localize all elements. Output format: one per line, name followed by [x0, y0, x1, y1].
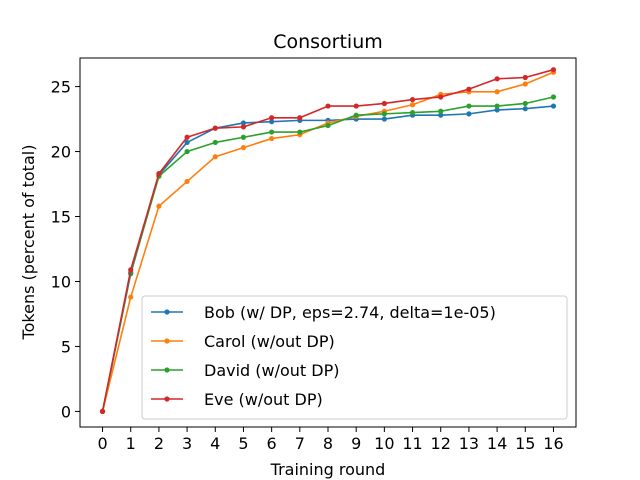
x-tick-label: 11	[402, 434, 422, 453]
data-point-bob	[184, 139, 190, 146]
data-point-david	[381, 111, 387, 117]
x-tick-label: 0	[97, 434, 107, 453]
data-point-david	[494, 103, 500, 109]
data-point-eve	[184, 134, 190, 140]
data-point-bob	[466, 111, 472, 117]
data-point-david	[522, 100, 528, 107]
data-point-carol	[269, 135, 275, 142]
legend-marker-carol	[164, 338, 170, 344]
data-point-eve	[381, 100, 387, 107]
data-point-eve	[269, 115, 275, 121]
legend-marker-eve	[164, 396, 170, 402]
x-axis-label: Training round	[270, 460, 386, 479]
data-point-david	[184, 148, 190, 155]
x-tick-label: 13	[459, 434, 479, 453]
data-point-david	[409, 109, 416, 116]
data-point-eve	[297, 115, 303, 121]
legend-label-carol: Carol (w/out DP)	[204, 332, 335, 351]
data-point-eve	[438, 94, 444, 100]
data-point-bob	[550, 103, 557, 109]
y-tick-label: 0	[61, 402, 71, 421]
data-point-eve	[494, 76, 500, 82]
data-point-bob	[240, 120, 247, 126]
data-point-carol	[522, 81, 528, 87]
data-point-carol	[128, 294, 134, 300]
x-tick-label: 2	[154, 434, 164, 453]
data-point-carol	[156, 203, 162, 209]
y-tick-label: 20	[51, 143, 71, 162]
data-point-eve	[409, 96, 416, 103]
x-tick-label: 3	[182, 434, 192, 453]
data-point-eve	[156, 171, 162, 177]
legend-marker-bob	[164, 309, 170, 315]
x-tick-label: 1	[126, 434, 136, 453]
data-point-eve	[466, 86, 472, 92]
x-tick-label: 8	[323, 434, 333, 453]
data-point-david	[240, 134, 247, 140]
data-point-david	[550, 94, 557, 100]
legend-label-eve: Eve (w/out DP)	[204, 390, 323, 409]
data-point-eve	[550, 67, 557, 73]
data-point-eve	[240, 124, 247, 130]
data-point-david	[212, 139, 218, 146]
data-point-david	[297, 129, 303, 135]
data-point-david	[438, 108, 444, 114]
legend-label-bob: Bob (w/ DP, eps=2.74, delta=1e-05)	[204, 303, 496, 322]
data-point-eve	[99, 408, 106, 415]
data-point-david	[353, 112, 359, 118]
legend-box	[141, 295, 568, 420]
x-tick-label: 14	[487, 434, 507, 453]
x-tick-label: 7	[295, 434, 305, 453]
data-point-carol	[240, 145, 247, 151]
data-point-david	[325, 122, 331, 129]
x-tick-label: 4	[210, 434, 220, 453]
x-tick-label: 9	[351, 434, 361, 453]
x-tick-label: 15	[515, 434, 535, 453]
x-tick-label: 16	[543, 434, 563, 453]
data-point-eve	[353, 103, 359, 109]
data-point-carol	[494, 89, 500, 95]
data-point-bob	[438, 112, 444, 118]
x-tick-label: 5	[238, 434, 248, 453]
y-axis-label: Tokens (percent of total)	[19, 145, 38, 341]
data-point-carol	[184, 178, 190, 185]
plot-frame	[79, 57, 577, 428]
data-point-bob	[522, 106, 528, 112]
data-point-eve	[522, 74, 528, 81]
y-tick-label: 25	[51, 78, 71, 97]
data-point-bob	[269, 119, 275, 125]
data-point-bob	[381, 116, 387, 122]
data-point-eve	[212, 125, 218, 131]
data-point-bob	[494, 107, 500, 113]
data-point-eve	[325, 103, 331, 109]
data-point-eve	[128, 267, 134, 273]
data-point-carol	[409, 102, 416, 108]
legend-marker-david	[164, 367, 170, 373]
x-tick-label: 12	[431, 434, 451, 453]
x-tick-label: 10	[374, 434, 394, 453]
x-tick-label: 6	[267, 434, 277, 453]
legend-label-david: David (w/out DP)	[204, 361, 340, 380]
data-point-david	[269, 129, 275, 135]
data-point-david	[466, 103, 472, 109]
y-tick-label: 5	[61, 337, 71, 356]
y-tick-label: 10	[51, 272, 71, 291]
chart-title: Consortium	[273, 31, 383, 53]
data-point-carol	[212, 154, 218, 160]
legend: Bob (w/ DP, eps=2.74, delta=1e-05) Carol …	[141, 295, 568, 420]
y-tick-label: 15	[51, 208, 71, 227]
